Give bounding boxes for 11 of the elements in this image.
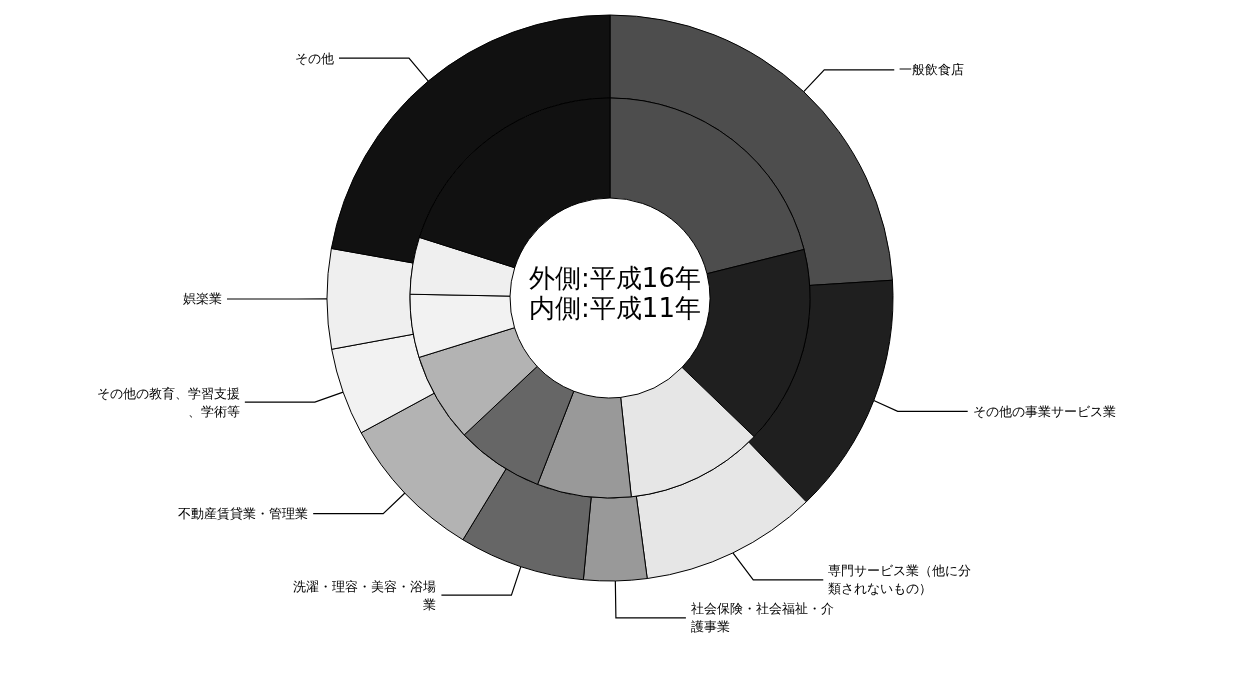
text: 外側:平成16年 <box>529 263 701 293</box>
slice-label: 娯楽業 <box>183 291 222 307</box>
slice-label: その他の教育、学習支援、学術等 <box>96 385 240 419</box>
slice-label: 専門サービス業（他に分類されないもの） <box>828 563 972 597</box>
slice-label: 社会保険・社会福祉・介護事業 <box>690 601 834 635</box>
slice-label: その他の事業サービス業 <box>972 403 1116 419</box>
slice-label: 洗濯・理容・美容・浴場業 <box>293 578 437 612</box>
slice-label: その他 <box>294 50 334 66</box>
text: 内側:平成11年 <box>529 293 701 323</box>
slice-label: 一般飲食店 <box>899 62 965 78</box>
slice-label: 不動産賃貸業・管理業 <box>178 506 309 522</box>
